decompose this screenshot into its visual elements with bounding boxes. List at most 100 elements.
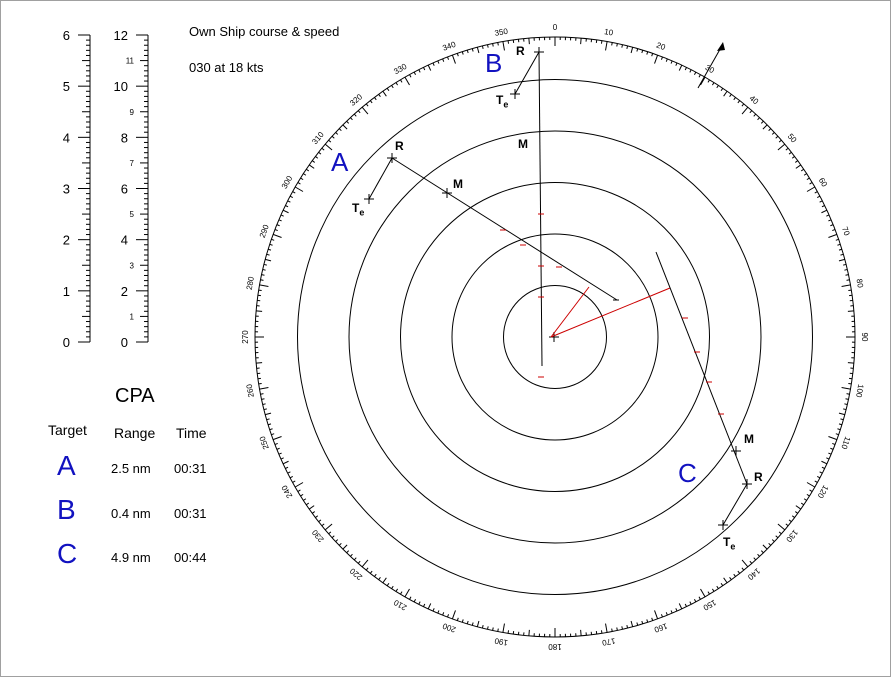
- cpa-row-target: B: [57, 494, 76, 525]
- bearing-tick: [684, 603, 687, 607]
- bearing-tick: [817, 475, 821, 479]
- bearing-label: 120: [815, 484, 830, 501]
- bearing-tick: [324, 143, 333, 151]
- bearing-tick: [263, 263, 267, 266]
- bearing-tick: [386, 582, 390, 586]
- bearing-tick: [737, 100, 741, 104]
- bearing-tick: [471, 48, 474, 52]
- bearing-tick: [502, 623, 505, 633]
- scale-right-minor-label: 9: [130, 108, 135, 117]
- bearing-tick: [294, 482, 304, 488]
- bearing-tick: [830, 224, 834, 227]
- cpa-row-target: C: [57, 538, 78, 569]
- bearing-label: 270: [241, 330, 250, 344]
- bearing-tick: [481, 45, 484, 49]
- bearing-tick: [788, 151, 792, 155]
- bearing-label: 160: [652, 621, 668, 634]
- bearing-tick: [821, 209, 828, 214]
- target-c-te-label: Te: [723, 535, 736, 552]
- bearing-label: 0: [553, 23, 558, 32]
- bearing-tick: [492, 627, 494, 631]
- bearing-tick: [777, 143, 786, 151]
- bearing-tick: [828, 452, 832, 455]
- bearing-label: 10: [604, 27, 615, 38]
- scale-left-label: 5: [63, 79, 70, 94]
- bearing-tick: [335, 539, 339, 542]
- bearing-tick: [795, 164, 802, 169]
- target-b-te-label: Te: [496, 93, 509, 110]
- bearing-label: 350: [494, 27, 509, 38]
- bearing-tick: [847, 362, 854, 364]
- bearing-tick: [768, 128, 772, 132]
- compass-rose: 0 10 20 30 40 50 60 70 80 90 100 110 120 130 140 150 160…: [241, 23, 869, 651]
- bearing-tick: [733, 573, 736, 577]
- bearing-tick: [260, 393, 264, 395]
- bearing-label: 130: [784, 528, 800, 544]
- bearing-label: 310: [310, 130, 326, 146]
- bearing-tick: [723, 577, 728, 584]
- target-c-r-label: R: [754, 470, 763, 484]
- bearing-tick: [272, 436, 282, 441]
- bearing-label: 280: [245, 275, 256, 290]
- bearing-tick: [289, 195, 293, 199]
- bearing-tick: [318, 151, 322, 155]
- bearing-tick: [845, 274, 849, 276]
- bearing-tick: [626, 625, 629, 629]
- bearing-tick: [678, 64, 683, 71]
- target-label-c: C: [678, 458, 697, 488]
- bearing-tick: [794, 160, 798, 163]
- bearing-label: 300: [280, 174, 295, 191]
- bearing-tick: [342, 124, 348, 130]
- bearing-tick: [294, 186, 304, 192]
- cpa-header-time: Time: [176, 425, 207, 441]
- bearing-tick: [733, 97, 736, 101]
- scale-right-label: 2: [121, 284, 128, 299]
- scale-left-label: 3: [63, 182, 70, 197]
- bearing-tick: [785, 523, 789, 527]
- bearing-tick: [432, 608, 435, 612]
- bearing-tick: [300, 177, 304, 181]
- bearing-tick: [423, 67, 426, 71]
- bearing-tick: [386, 88, 390, 92]
- bearing-tick: [841, 387, 851, 390]
- bearing-tick: [487, 44, 489, 48]
- bearing-tick: [260, 279, 264, 281]
- bearing-tick: [778, 531, 782, 535]
- bearing-tick: [271, 238, 275, 241]
- bearing-tick: [741, 567, 745, 571]
- bearing-tick: [266, 418, 270, 421]
- bearing-tick: [285, 205, 289, 208]
- bearing-tick: [675, 62, 678, 66]
- bearing-tick: [840, 418, 844, 421]
- bearing-label: 40: [748, 94, 761, 107]
- bearing-tick: [611, 42, 613, 46]
- bearing-tick: [803, 173, 807, 176]
- bearing-tick: [262, 269, 266, 271]
- scale-right-label: 8: [121, 130, 128, 145]
- bearing-tick: [605, 623, 608, 633]
- bearing-tick: [365, 103, 369, 107]
- bearing-tick: [306, 502, 310, 506]
- bearing-tick: [741, 103, 745, 107]
- bearing-tick: [684, 67, 687, 71]
- bearing-tick: [838, 258, 845, 262]
- bearing-tick: [651, 53, 654, 57]
- bearing-tick: [451, 54, 456, 64]
- bearing-tick: [838, 248, 843, 251]
- bearing-tick: [809, 182, 813, 185]
- bearing-tick: [492, 43, 494, 47]
- bearing-tick: [707, 591, 710, 595]
- bearing-tick: [335, 132, 339, 135]
- bearing-tick: [788, 519, 792, 523]
- bearing-tick: [749, 110, 753, 114]
- own-ship-value: 030 at 18 kts: [189, 60, 264, 75]
- bearing-label: 260: [245, 383, 256, 398]
- cpa-title: CPA: [115, 385, 155, 407]
- bearing-tick: [423, 603, 426, 607]
- bearing-tick: [447, 56, 450, 60]
- bearing-tick: [795, 505, 802, 510]
- bearing-tick: [646, 619, 649, 623]
- bearing-tick: [826, 457, 830, 460]
- bearing-tick: [369, 100, 373, 104]
- bearing-tick: [651, 617, 654, 621]
